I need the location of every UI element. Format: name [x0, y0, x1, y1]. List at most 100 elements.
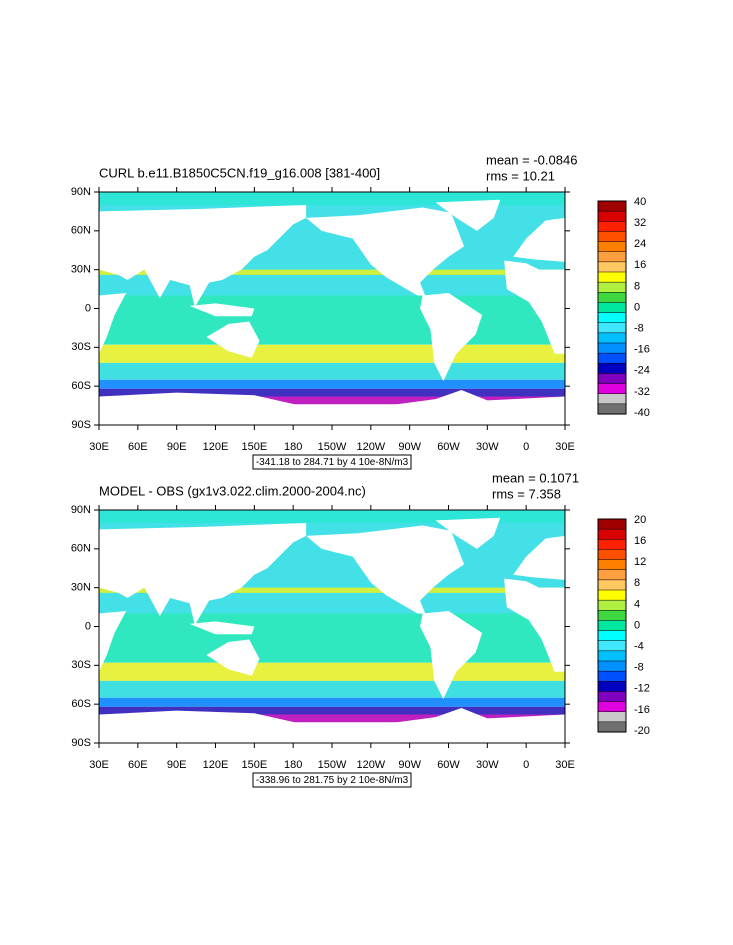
colorbar-box: [597, 569, 627, 581]
colorbar-box: [597, 549, 627, 561]
colorbar-frame: [597, 200, 627, 415]
land: [435, 517, 501, 549]
lon-label: 180: [284, 759, 302, 771]
land: [306, 525, 465, 614]
map-panel: 90N 60N 30N 0 30S 60S 90S 30E 60E 90E 120E 150E 180 1…: [71, 470, 650, 788]
colorbar-label: 24: [634, 238, 646, 250]
colorbar-box: [597, 711, 627, 723]
colorbar-box: [597, 539, 627, 550]
land: [99, 610, 127, 672]
colorbar-label: -12: [634, 683, 650, 695]
map-panel: 90N 60N 30N 0 30S 60S 90S 30E 60E 90E 120E 150E 180 1…: [71, 152, 650, 470]
colorbar-box: [597, 630, 627, 642]
colorbar-box: [597, 579, 627, 591]
lat-label: 60S: [71, 380, 91, 392]
land: [99, 204, 307, 308]
colorbar-box: [597, 200, 627, 212]
colorbar-box: [597, 589, 627, 601]
lon-label: 150W: [318, 759, 347, 771]
ocean-band: [99, 662, 565, 681]
colorbar-box: [597, 393, 627, 405]
lat-label: 30N: [71, 582, 91, 594]
colorbar-label: 16: [634, 259, 646, 271]
lon-label: 30E: [555, 441, 575, 453]
land: [504, 260, 565, 354]
lon-label: 60E: [128, 441, 148, 453]
colorbar-box: [597, 292, 627, 303]
colorbar-label: 12: [634, 556, 646, 568]
ocean-band: [99, 697, 565, 707]
land: [420, 610, 483, 699]
colorbar-box: [597, 302, 627, 314]
lon-label: 120W: [356, 441, 385, 453]
lon-label: 150E: [241, 759, 267, 771]
land: [513, 535, 565, 580]
info-label: -338.96 to 281.75 by 2 10e-8N/m3: [256, 775, 409, 786]
colorbar-label: 0: [634, 619, 640, 631]
lon-label: 0: [523, 441, 529, 453]
colorbar-label: -16: [634, 344, 650, 356]
colorbar-box: [597, 691, 627, 703]
rms-label: rms = 10.21: [486, 168, 555, 183]
colorbar-box: [597, 241, 627, 253]
rms-label: rms = 7.358: [492, 486, 561, 501]
lat-label: 60S: [71, 698, 91, 710]
colorbar-box: [597, 670, 627, 682]
colorbar-label: -32: [634, 386, 650, 398]
colorbar-box: [597, 610, 627, 621]
colorbar-label: 40: [634, 196, 646, 208]
colorbar-box: [597, 383, 627, 395]
colorbar-label: -8: [634, 323, 644, 335]
colorbar-box: [597, 221, 627, 232]
lat-label: 60N: [71, 543, 91, 555]
ocean-band: [99, 680, 565, 698]
colorbar-box: [597, 210, 627, 222]
lat-label: 90S: [71, 419, 91, 431]
lat-label: 90S: [71, 737, 91, 749]
colorbar-box: [597, 528, 627, 540]
colorbar-label: 8: [634, 280, 640, 292]
lon-label: 120W: [356, 759, 385, 771]
lat-label: 30S: [71, 659, 91, 671]
info-label: -341.18 to 284.71 by 4 10e-8N/m3: [256, 457, 409, 468]
colorbar-box: [597, 620, 627, 632]
ocean-band: [99, 362, 565, 380]
land: [420, 292, 483, 381]
colorbar-label: -4: [634, 641, 644, 653]
info-box: [252, 454, 412, 470]
lon-label: 90W: [398, 441, 421, 453]
ocean-band: [99, 379, 565, 389]
land: [206, 639, 260, 676]
colorbar-box: [597, 352, 627, 364]
lon-label: 150E: [241, 441, 267, 453]
colorbar-box: [597, 231, 627, 243]
land: [189, 621, 255, 635]
colorbar-box: [597, 681, 627, 692]
ocean-band: [99, 613, 565, 663]
lat-label: 90N: [71, 504, 91, 516]
ocean-band: [99, 295, 565, 345]
colorbar-box: [597, 271, 627, 283]
colorbar-label: -16: [634, 704, 650, 716]
panel-title: MODEL - OBS (gx1v3.022.clim.2000-2004.nc…: [99, 483, 366, 498]
lon-label: 90E: [167, 441, 187, 453]
lon-label: 120E: [203, 759, 229, 771]
colorbar-label: 8: [634, 577, 640, 589]
lat-label: 30S: [71, 341, 91, 353]
mean-label: mean = -0.0846: [486, 152, 577, 167]
colorbar-box: [597, 701, 627, 713]
colorbar-box: [597, 559, 627, 571]
land: [504, 578, 565, 672]
colorbar-box: [597, 251, 627, 263]
land: [99, 390, 565, 425]
colorbar-box: [597, 721, 627, 733]
colorbar-box: [597, 518, 627, 530]
land: [435, 199, 501, 231]
lon-label: 150W: [318, 441, 347, 453]
lon-label: 90E: [167, 759, 187, 771]
lon-label: 0: [523, 759, 529, 771]
land: [513, 217, 565, 262]
lon-label: 30E: [555, 759, 575, 771]
colorbar-box: [597, 650, 627, 662]
